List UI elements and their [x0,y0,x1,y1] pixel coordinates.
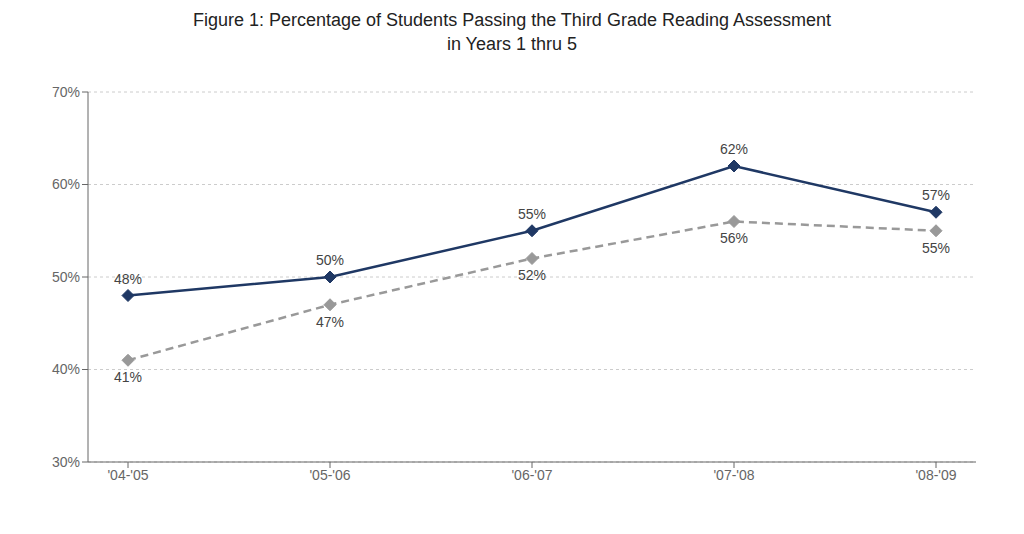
svg-text:30%: 30% [52,454,80,470]
svg-text:47%: 47% [316,314,344,330]
svg-text:'05-'06: '05-'06 [309,467,350,483]
svg-text:55%: 55% [518,206,546,222]
svg-text:50%: 50% [316,252,344,268]
svg-text:41%: 41% [114,369,142,385]
svg-text:'08-'09: '08-'09 [915,467,956,483]
svg-text:40%: 40% [52,361,80,377]
svg-text:55%: 55% [922,240,950,256]
svg-text:56%: 56% [720,230,748,246]
svg-text:48%: 48% [114,271,142,287]
svg-text:70%: 70% [52,84,80,100]
svg-text:'04-'05: '04-'05 [107,467,148,483]
svg-text:57%: 57% [922,187,950,203]
html-text:Figure 1: Percentage of Studen: Figure 1: Percentage of Students Passing… [193,10,831,54]
svg-text:'06-'07: '06-'07 [511,467,552,483]
svg-text:50%: 50% [52,269,80,285]
svg-text:62%: 62% [720,141,748,157]
svg-text:60%: 60% [52,176,80,192]
svg-text:52%: 52% [518,267,546,283]
svg-text:'07-'08: '07-'08 [713,467,754,483]
